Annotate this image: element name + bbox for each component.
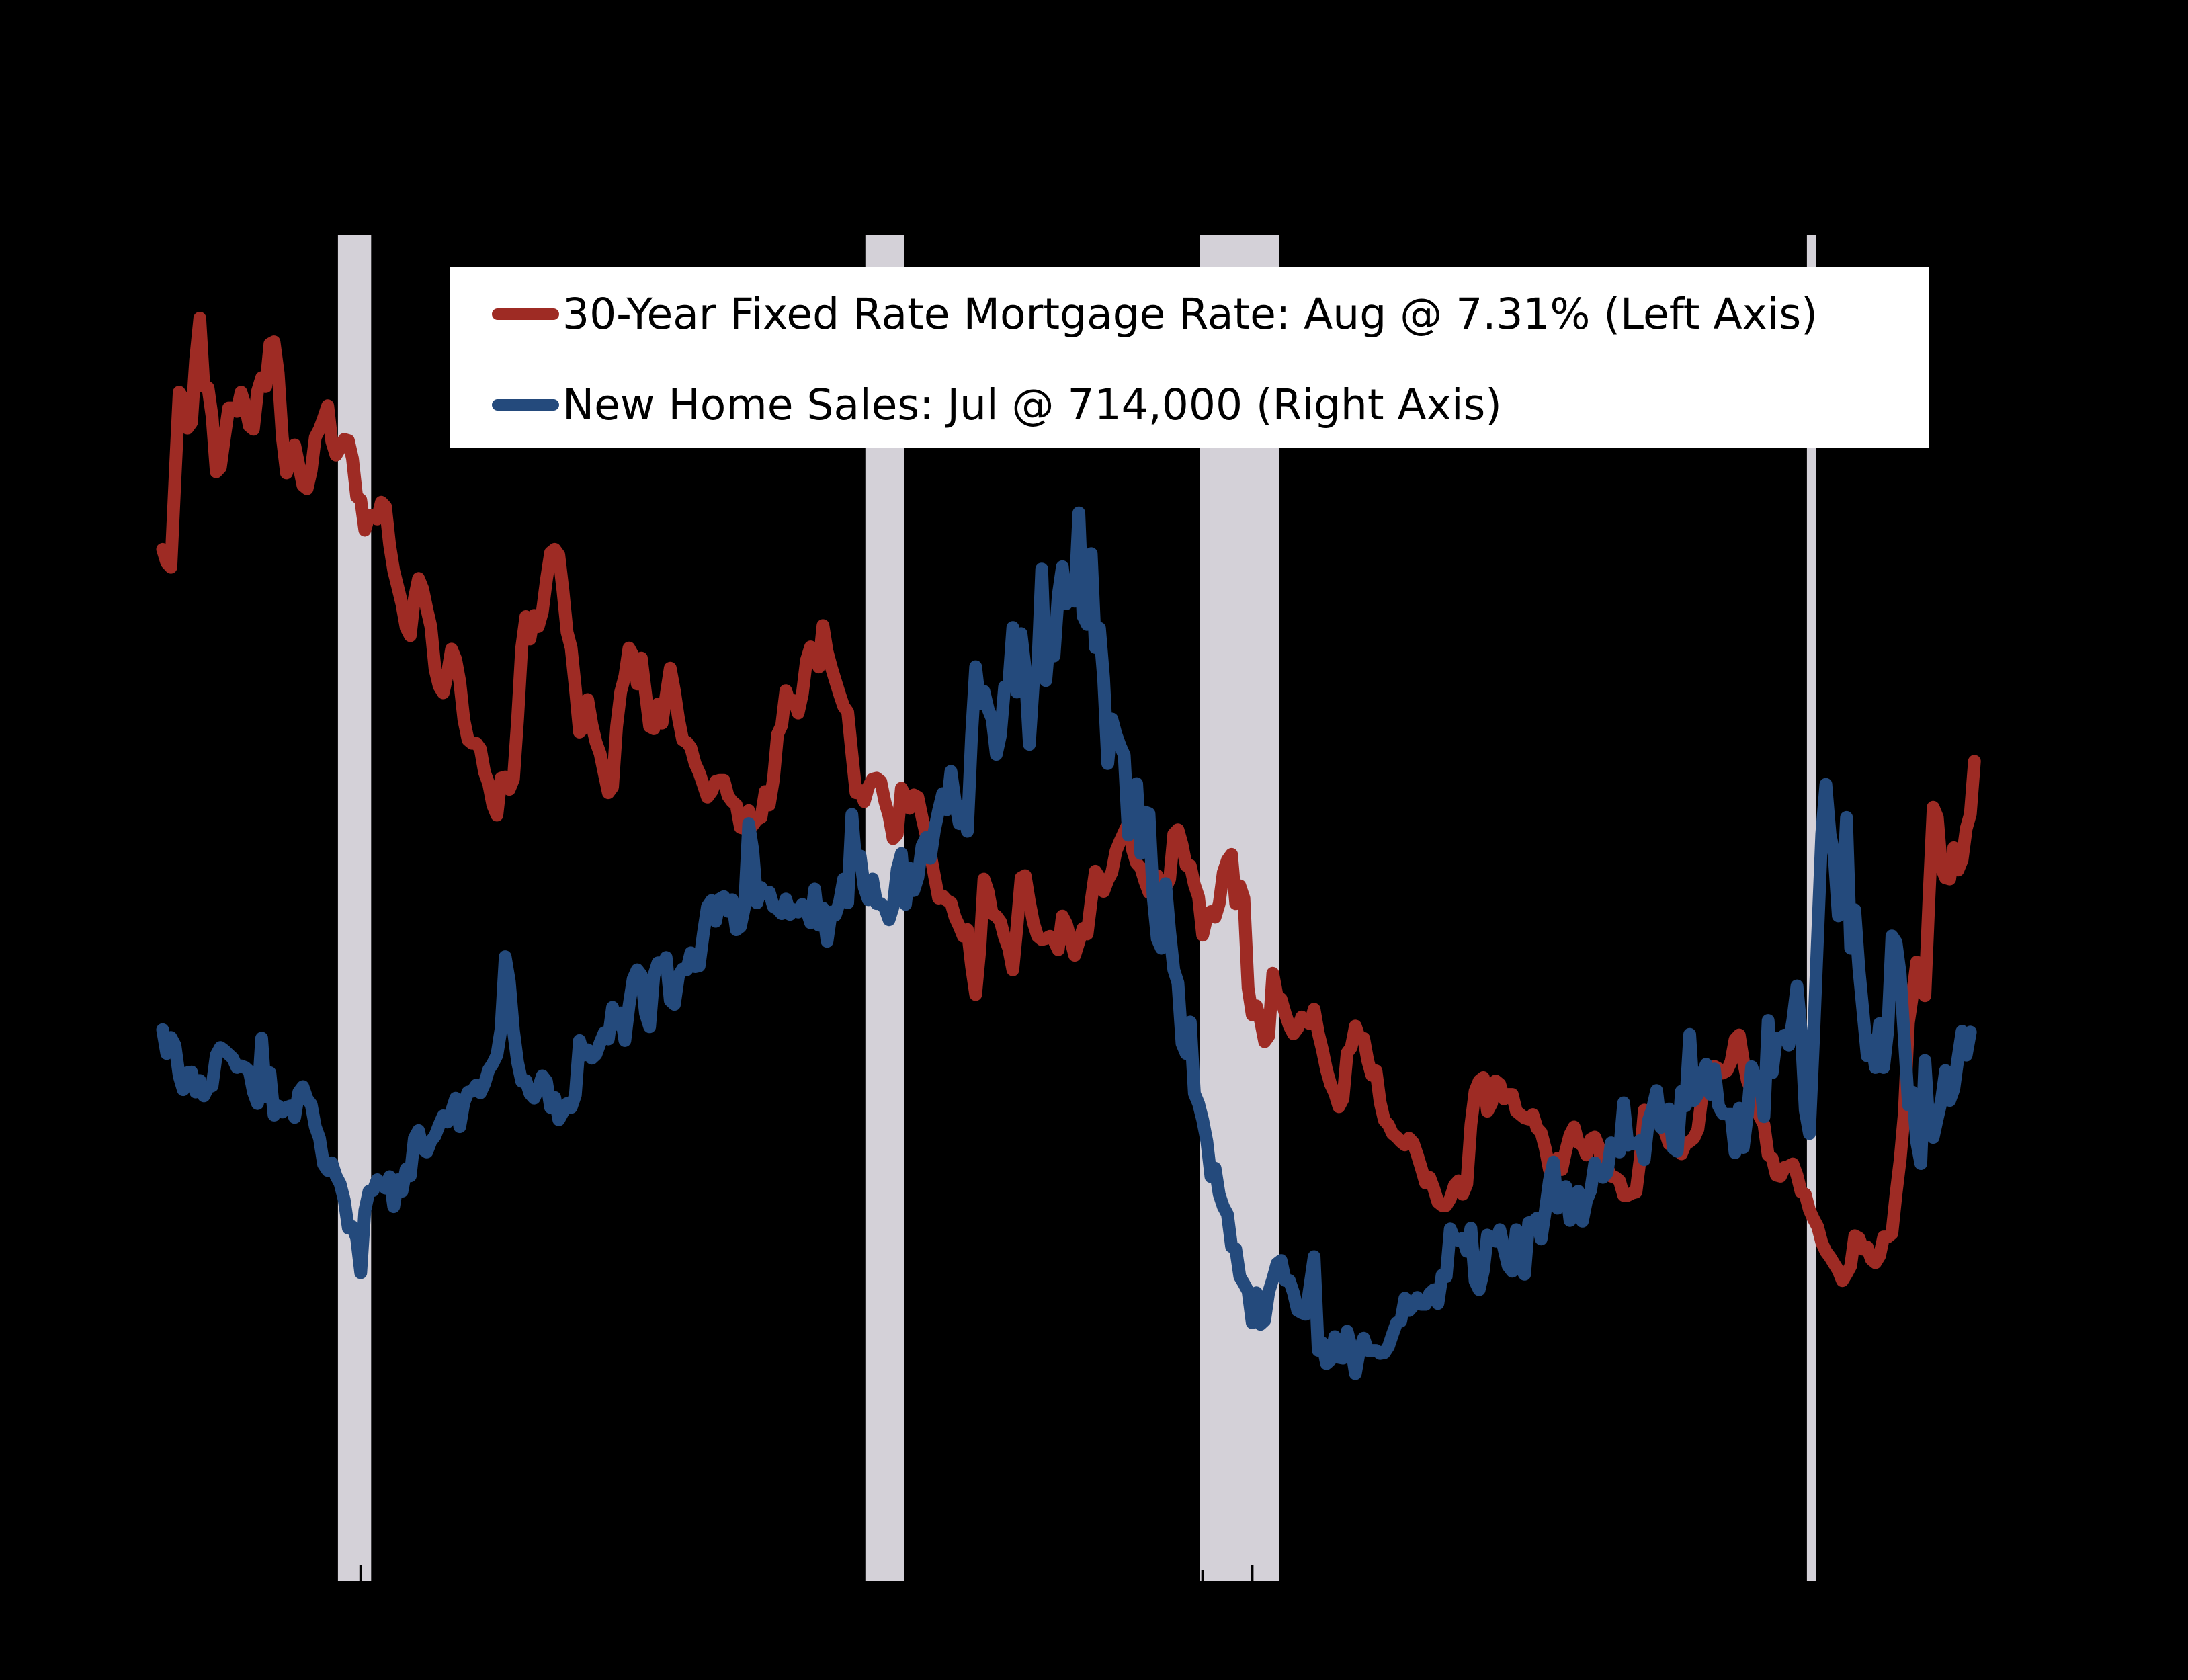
x-tick-1988 (210, 1570, 214, 1581)
x-tick-2015 (1548, 1565, 1551, 1581)
legend-item-mortgage-rate: 30-Year Fixed Rate Mortgage Rate: Aug @ … (492, 281, 1929, 347)
mortgage-rate-line-swatch (492, 308, 559, 320)
x-tick-2011 (1349, 1565, 1353, 1581)
new-home-sales-line (156, 506, 1977, 1380)
x-tick-2019 (1746, 1565, 1749, 1581)
x-tick-2002 (904, 1570, 907, 1581)
new-home-sales-line-swatch (492, 398, 559, 411)
x-tick-1995 (557, 1565, 560, 1581)
x-tick-2003 (954, 1565, 957, 1581)
x-tick-2021 (1845, 1565, 1848, 1581)
x-tick-2016 (1597, 1570, 1601, 1581)
x-tick-1998 (706, 1570, 709, 1581)
legend-label-new-home-sales: New Home Sales: Jul @ 714,000 (Right Axi… (562, 380, 1502, 429)
x-tick-1999 (755, 1565, 759, 1581)
x-tick-2017 (1647, 1565, 1650, 1581)
x-tick-2020 (1796, 1570, 1799, 1581)
x-tick-2010 (1300, 1570, 1304, 1581)
legend-item-new-home-sales: New Home Sales: Jul @ 714,000 (Right Axi… (492, 372, 1929, 437)
recession-band (1806, 235, 1816, 1581)
x-tick-2022 (1894, 1570, 1898, 1581)
x-tick-1991 (359, 1565, 362, 1581)
x-tick-2007 (1152, 1565, 1154, 1581)
x-tick-2000 (805, 1570, 808, 1581)
x-tick-1987 (161, 1565, 164, 1581)
x-tick-1990 (310, 1570, 313, 1581)
x-tick-2013 (1449, 1565, 1452, 1581)
x-tick-2023 (1944, 1565, 1947, 1581)
x-tick-1997 (657, 1565, 659, 1581)
x-tick-1989 (260, 1565, 263, 1581)
legend-label-mortgage-rate: 30-Year Fixed Rate Mortgage Rate: Aug @ … (562, 289, 1818, 339)
x-tick-2018 (1696, 1570, 1699, 1581)
x-tick-1996 (607, 1570, 610, 1581)
x-tick-2009 (1251, 1565, 1254, 1581)
x-tick-2008 (1201, 1570, 1204, 1581)
x-axis-ticks (161, 1565, 1947, 1581)
x-tick-2006 (1102, 1570, 1105, 1581)
x-tick-1994 (507, 1570, 511, 1581)
x-tick-1992 (409, 1570, 412, 1581)
x-tick-2001 (854, 1565, 857, 1581)
x-tick-2005 (1052, 1565, 1056, 1581)
x-tick-2004 (1003, 1570, 1006, 1581)
x-tick-1993 (458, 1565, 462, 1581)
series-lines (156, 312, 1981, 1380)
legend: 30-Year Fixed Rate Mortgage Rate: Aug @ … (450, 267, 1929, 448)
x-tick-2014 (1498, 1570, 1501, 1581)
x-tick-2012 (1399, 1570, 1402, 1581)
